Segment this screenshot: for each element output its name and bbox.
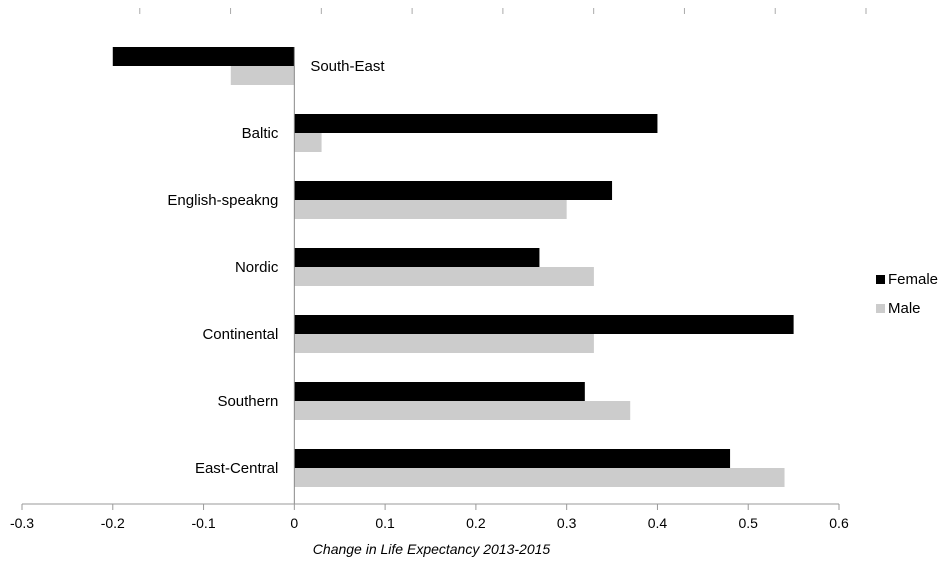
category-label: Baltic bbox=[242, 125, 279, 142]
x-tick-label: 0.2 bbox=[466, 515, 486, 531]
category-label: Continental bbox=[202, 326, 278, 343]
x-tick-label: 0.1 bbox=[375, 515, 395, 531]
legend-label-female: Female bbox=[888, 271, 938, 288]
bar-female-english-speakng bbox=[294, 181, 613, 200]
x-tick-label: 0.3 bbox=[557, 515, 577, 531]
legend-label-male: Male bbox=[888, 300, 921, 317]
x-tick-label: -0.2 bbox=[101, 515, 125, 531]
x-axis-title: Change in Life Expectancy 2013-2015 bbox=[313, 541, 551, 557]
x-tick-label: -0.3 bbox=[10, 515, 34, 531]
bar-female-southern bbox=[294, 382, 585, 401]
bar-female-south-east bbox=[112, 47, 295, 66]
x-tick-label: 0.6 bbox=[829, 515, 849, 531]
bar-male-east-central bbox=[294, 468, 785, 487]
bar-male-english-speakng bbox=[294, 200, 567, 219]
category-label: Nordic bbox=[235, 259, 279, 276]
bar-male-continental bbox=[294, 334, 594, 353]
bar-female-continental bbox=[294, 315, 794, 334]
x-tick-label: 0.4 bbox=[648, 515, 668, 531]
bars-group bbox=[112, 47, 794, 487]
x-tick-label: -0.1 bbox=[191, 515, 215, 531]
category-label: East-Central bbox=[195, 460, 278, 477]
bar-female-nordic bbox=[294, 248, 540, 267]
x-tick-label: 0 bbox=[290, 515, 298, 531]
category-label: Southern bbox=[217, 393, 278, 410]
bar-male-south-east bbox=[230, 66, 295, 85]
category-label: English-speakng bbox=[167, 192, 278, 209]
legend-swatch-male bbox=[876, 304, 885, 313]
bar-female-east-central bbox=[294, 449, 731, 468]
category-label: South-East bbox=[310, 58, 385, 75]
legend: Female Male bbox=[876, 271, 938, 317]
x-tick-labels: -0.3 -0.2 -0.1 0 0.1 0.2 0.3 0.4 0.5 0.6 bbox=[10, 515, 849, 531]
top-tick-marks bbox=[139, 8, 867, 14]
x-tick-marks bbox=[21, 504, 840, 510]
bar-male-nordic bbox=[294, 267, 594, 286]
bar-male-baltic bbox=[294, 133, 322, 152]
category-labels: South-East Baltic English-speakng Nordic Con… bbox=[167, 58, 385, 477]
bar-male-southern bbox=[294, 401, 631, 420]
bar-female-baltic bbox=[294, 114, 658, 133]
legend-swatch-female bbox=[876, 275, 885, 284]
x-tick-label: 0.5 bbox=[738, 515, 758, 531]
